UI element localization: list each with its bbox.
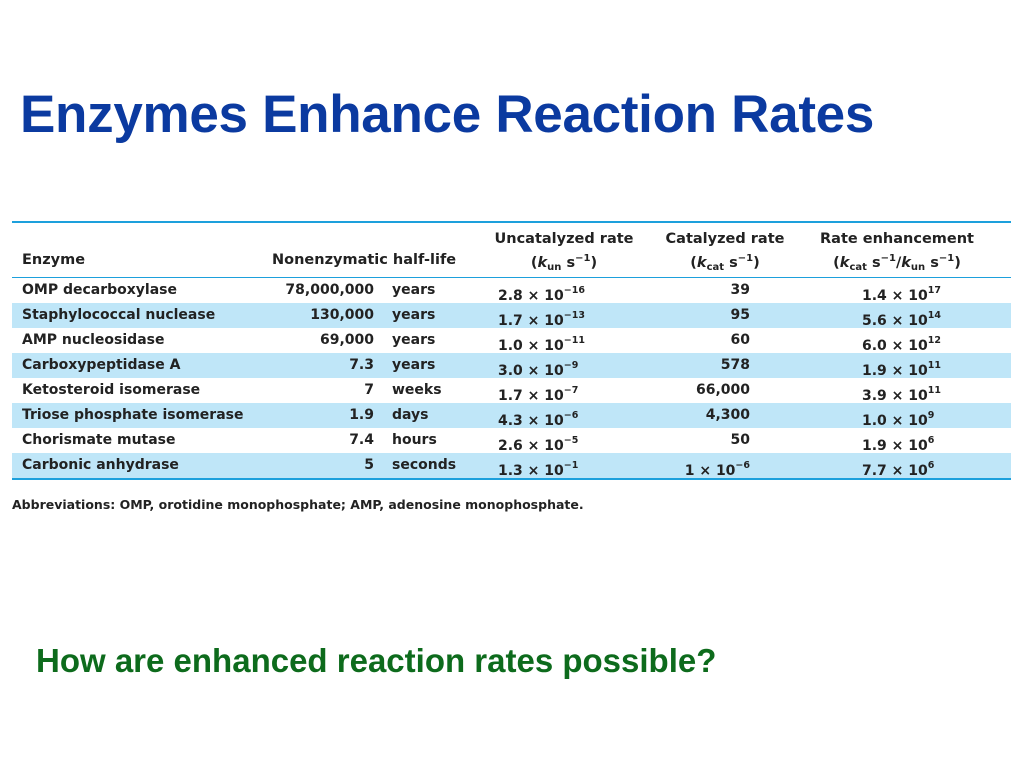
header-catalyzed-label: Catalyzed rate <box>665 231 785 247</box>
cell-half-life-value: 7.4 <box>349 432 374 448</box>
cell-half-life-value: 5 <box>364 457 374 473</box>
cell-uncatalyzed-rate: 1.7 × 10−7 <box>498 385 579 404</box>
cell-half-life-unit: years <box>392 357 436 373</box>
cell-half-life-unit: seconds <box>392 457 457 473</box>
cell-enzyme: Carboxypeptidase A <box>22 357 181 373</box>
cell-half-life-value: 7 <box>364 382 374 398</box>
cell-rate-enhancement: 1.0 × 109 <box>862 410 935 429</box>
cell-catalyzed-rate: 95 <box>730 307 750 323</box>
cell-half-life-unit: days <box>392 407 429 423</box>
abbreviations-note: Abbreviations: OMP, orotidine monophosph… <box>12 497 584 512</box>
cell-rate-enhancement: 1.9 × 1011 <box>862 360 941 379</box>
header-uncatalyzed: Uncatalyzed rate (kun s−1) <box>484 229 644 278</box>
table-body: OMP decarboxylase 78,000,000 years 2.8 × 10… <box>12 278 1011 479</box>
slide-title: Enzymes Enhance Reaction Rates <box>20 85 875 144</box>
cell-enzyme: Chorismate mutase <box>22 432 176 448</box>
header-enzyme: Enzyme <box>22 252 86 268</box>
header-uncatalyzed-units: (kun s−1) <box>530 253 598 273</box>
cell-catalyzed-rate: 66,000 <box>695 382 750 398</box>
cell-enzyme: Triose phosphate isomerase <box>22 407 244 423</box>
cell-rate-enhancement: 5.6 × 1014 <box>862 310 941 329</box>
table-bottom-rule <box>12 478 1011 480</box>
cell-half-life-unit: years <box>392 307 436 323</box>
cell-enzyme: Staphylococcal nuclease <box>22 307 216 323</box>
table-row: Ketosteroid isomerase 7 weeks 1.7 × 10−7 66,… <box>12 378 1011 404</box>
table-top-rule <box>12 221 1011 223</box>
cell-half-life-value: 1.9 <box>349 407 374 423</box>
cell-rate-enhancement: 6.0 × 1012 <box>862 335 941 354</box>
table-header: Enzyme Nonenzymatic half-life Uncatalyze… <box>12 223 1011 278</box>
cell-uncatalyzed-rate: 1.3 × 10−1 <box>498 460 579 479</box>
cell-half-life-value: 78,000,000 <box>285 282 374 298</box>
cell-enzyme: OMP decarboxylase <box>22 282 178 298</box>
header-catalyzed: Catalyzed rate (kcat s−1) <box>660 229 790 278</box>
cell-enzyme: Carbonic anhydrase <box>22 457 179 473</box>
table-row: Chorismate mutase 7.4 hours 2.6 × 10−5 50 1.9… <box>12 428 1011 454</box>
table-row: OMP decarboxylase 78,000,000 years 2.8 × 10… <box>12 278 1011 304</box>
header-catalyzed-units: (kcat s−1) <box>690 253 760 273</box>
cell-half-life-value: 69,000 <box>319 332 374 348</box>
table-row: Triose phosphate isomerase 1.9 days 4.3 × 1… <box>12 403 1011 429</box>
cell-catalyzed-rate: 50 <box>730 432 750 448</box>
cell-uncatalyzed-rate: 2.8 × 10−16 <box>498 285 585 304</box>
cell-rate-enhancement: 1.9 × 106 <box>862 435 935 454</box>
header-half-life: Nonenzymatic half-life <box>272 252 457 268</box>
cell-rate-enhancement: 7.7 × 106 <box>862 460 935 479</box>
cell-half-life-unit: years <box>392 282 436 298</box>
cell-half-life-unit: years <box>392 332 436 348</box>
cell-half-life-value: 130,000 <box>310 307 374 323</box>
cell-half-life-unit: hours <box>392 432 437 448</box>
cell-enzyme: Ketosteroid isomerase <box>22 382 201 398</box>
cell-uncatalyzed-rate: 3.0 × 10−9 <box>498 360 579 379</box>
header-enhancement: Rate enhancement (kcat s−1/kun s−1) <box>797 229 997 278</box>
slide-question: How are enhanced reaction rates possible… <box>36 642 717 679</box>
cell-half-life-value: 7.3 <box>349 357 374 373</box>
cell-catalyzed-rate: 39 <box>730 282 750 298</box>
cell-catalyzed-rate: 1 × 10−6 <box>684 460 750 479</box>
cell-rate-enhancement: 3.9 × 1011 <box>862 385 941 404</box>
header-uncatalyzed-label: Uncatalyzed rate <box>494 231 634 247</box>
table-row: Carboxypeptidase A 7.3 years 3.0 × 10−9 578 1… <box>12 353 1011 379</box>
header-enhancement-label: Rate enhancement <box>820 231 974 247</box>
cell-half-life-unit: weeks <box>392 382 442 398</box>
cell-enzyme: AMP nucleosidase <box>22 332 165 348</box>
cell-catalyzed-rate: 4,300 <box>705 407 750 423</box>
cell-uncatalyzed-rate: 4.3 × 10−6 <box>498 410 579 429</box>
table-row: Carbonic anhydrase 5 seconds 1.3 × 10−1 1 × … <box>12 453 1011 479</box>
cell-uncatalyzed-rate: 2.6 × 10−5 <box>498 435 579 454</box>
table-row: Staphylococcal nuclease 130,000 years 1.7 ×… <box>12 303 1011 329</box>
cell-catalyzed-rate: 578 <box>720 357 750 373</box>
cell-uncatalyzed-rate: 1.0 × 10−11 <box>498 335 585 354</box>
header-enhancement-units: (kcat s−1/kun s−1) <box>833 253 961 273</box>
cell-uncatalyzed-rate: 1.7 × 10−13 <box>498 310 585 329</box>
table-row: AMP nucleosidase 69,000 years 1.0 × 10−11 60… <box>12 328 1011 354</box>
cell-rate-enhancement: 1.4 × 1017 <box>862 285 941 304</box>
rate-table: Enzyme Nonenzymatic half-life Uncatalyze… <box>12 221 1011 480</box>
cell-catalyzed-rate: 60 <box>730 332 750 348</box>
